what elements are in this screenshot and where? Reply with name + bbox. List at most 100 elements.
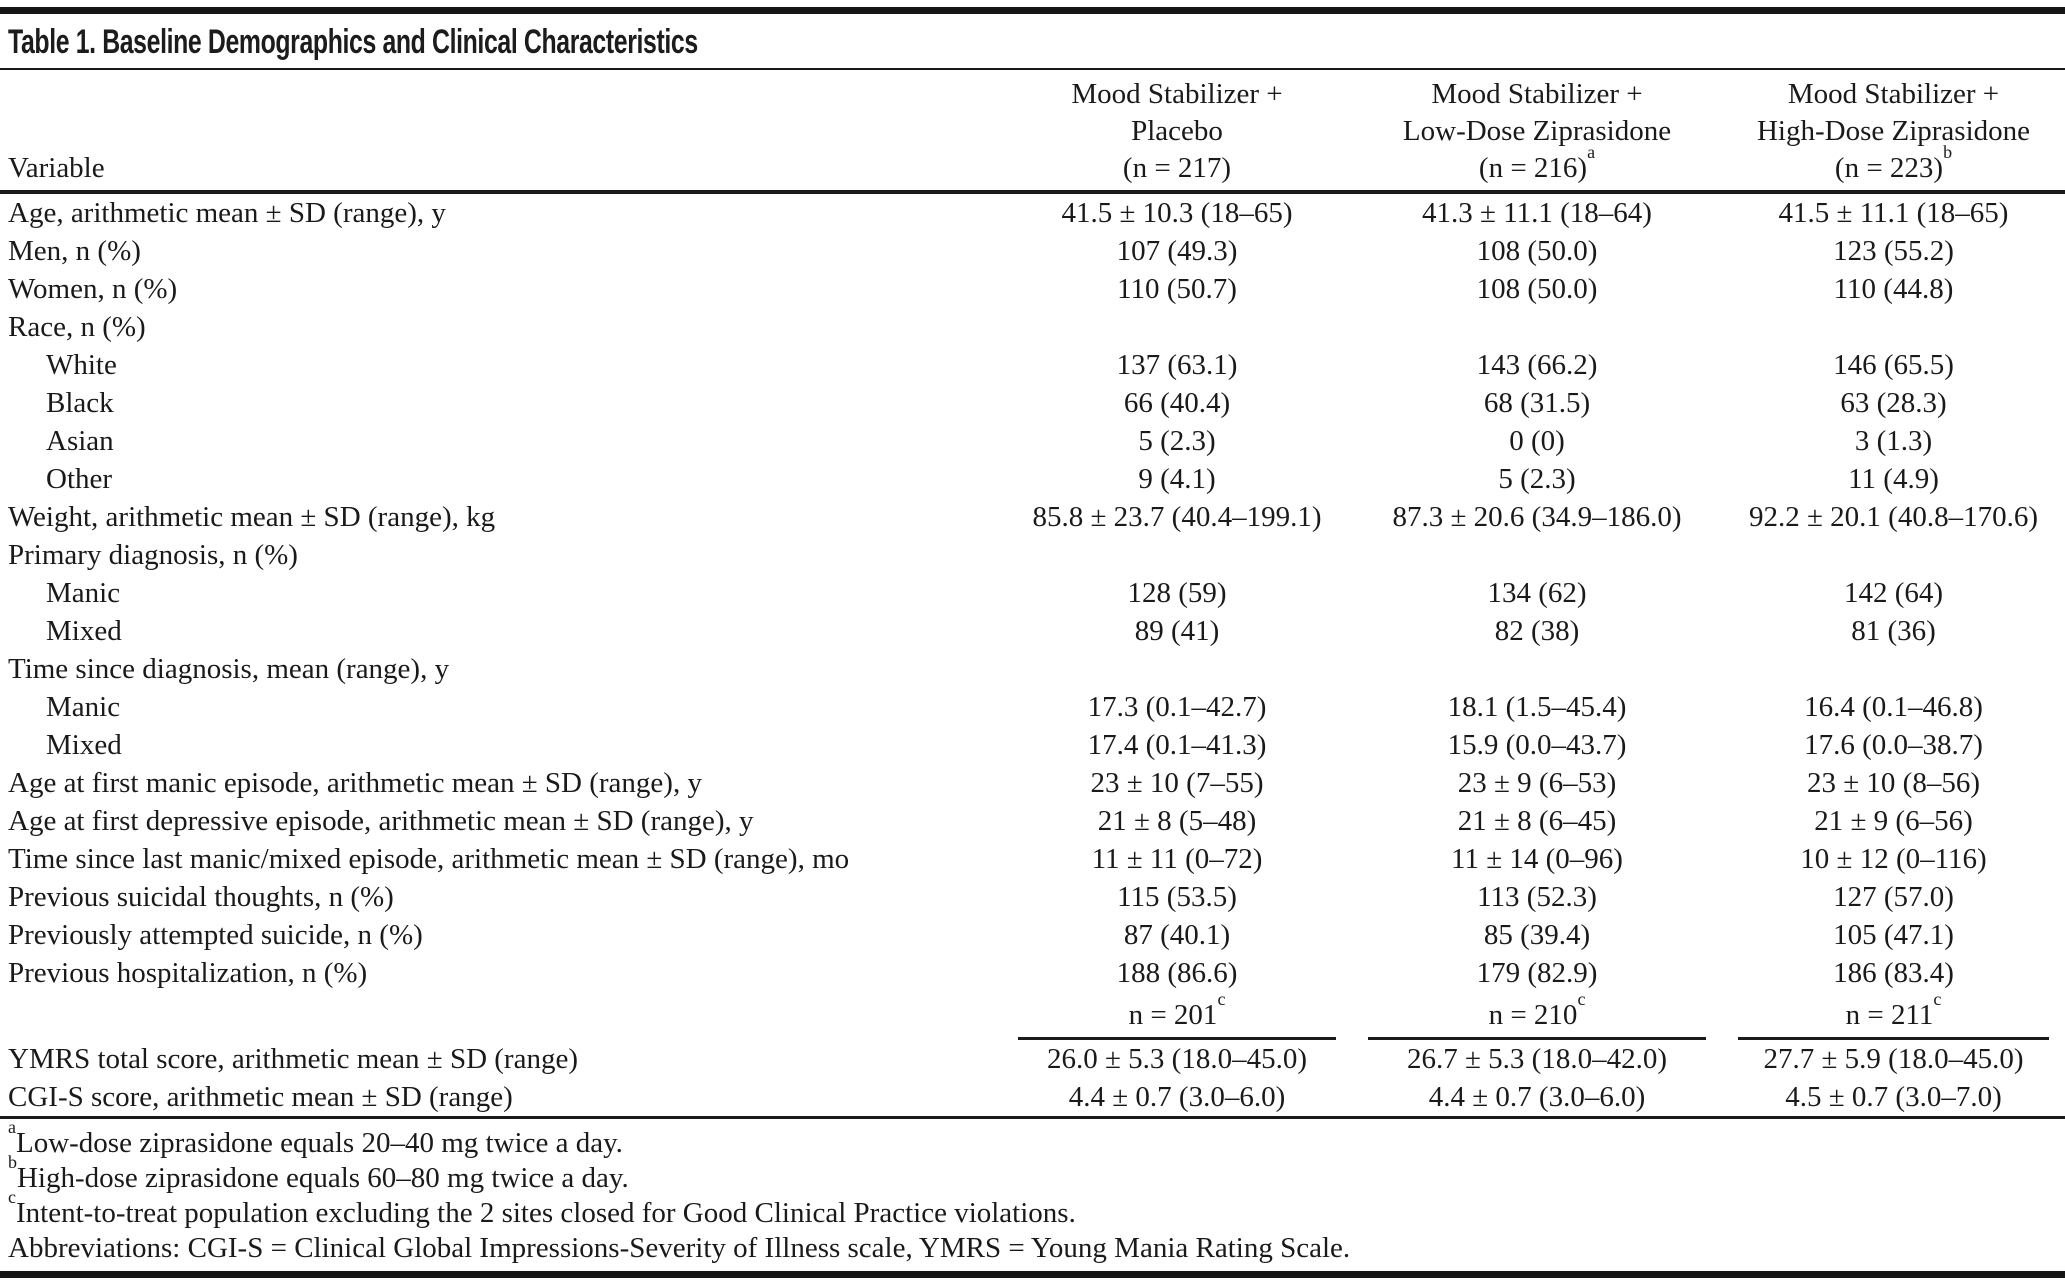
table-title: Table 1. Baseline Demographics and Clini… xyxy=(8,23,698,61)
row-value: 63 (28.3) xyxy=(1840,387,1947,419)
row-label: Time since diagnosis, mean (range), y xyxy=(8,653,450,685)
row-value xyxy=(1722,308,2065,346)
row-value: 110 (50.7) xyxy=(1117,273,1237,305)
footnote-marker: b xyxy=(1943,142,1953,163)
table-row: Previous hospitalization, n (%) 188 (86.6… xyxy=(0,954,2065,992)
row-value xyxy=(1002,536,1352,574)
row-value: 4.5 ± 0.7 (3.0–7.0) xyxy=(1785,1081,2002,1113)
table-row: Previous suicidal thoughts, n (%) 115 (53… xyxy=(0,878,2065,916)
row-value: 26.7 ± 5.3 (18.0–42.0) xyxy=(1407,1043,1667,1075)
row-label: Previous suicidal thoughts, n (%) xyxy=(8,881,394,913)
column-header-row: Variable Mood Stabilizer + Placebo (n = … xyxy=(0,70,2065,194)
table-summary: n = 201c n = 210c n = 211c YMRS total sc… xyxy=(0,989,2065,1118)
footnote-line: Abbreviations: CGI-S = Clinical Global I… xyxy=(8,1232,1351,1264)
row-value: 4.4 ± 0.7 (3.0–6.0) xyxy=(1068,1081,1286,1113)
row-label: Primary diagnosis, n (%) xyxy=(8,539,298,571)
table-row: Time since last manic/mixed episode, ari… xyxy=(0,840,2065,878)
row-value: 108 (50.0) xyxy=(1476,273,1598,305)
row-label: Mixed xyxy=(46,615,122,647)
row-label: Previous hospitalization, n (%) xyxy=(8,957,368,989)
row-value: 123 (55.2) xyxy=(1833,235,1954,267)
column-header-line2: Low-Dose Ziprasidone xyxy=(1402,115,1672,147)
row-label: Age at first depressive episode, arithme… xyxy=(8,805,754,837)
row-value: 188 (86.6) xyxy=(1116,957,1238,989)
table-row: YMRS total score, arithmetic mean ± SD (… xyxy=(0,1040,2065,1078)
row-value xyxy=(1722,650,2065,688)
subsample-n: n = 211c xyxy=(1738,990,2049,1040)
row-value xyxy=(1722,536,2065,574)
row-value: 186 (83.4) xyxy=(1833,957,1954,989)
row-value: 146 (65.5) xyxy=(1833,349,1954,381)
footnote-line: cIntent-to-treat population excluding th… xyxy=(8,1187,1076,1229)
row-value: n = 210c xyxy=(1352,989,1722,1040)
row-value: 107 (49.3) xyxy=(1116,235,1238,267)
table-row: Time since diagnosis, mean (range), y xyxy=(0,650,2065,688)
row-value: 41.5 ± 10.3 (18–65) xyxy=(1061,197,1293,229)
row-label: Manic xyxy=(46,691,121,723)
footnotes: aLow-dose ziprasidone equals 20–40 mg tw… xyxy=(0,1117,2065,1266)
row-value: 17.4 (0.1–41.3) xyxy=(1087,729,1267,761)
row-value: 21 ± 8 (6–45) xyxy=(1457,805,1617,837)
row-value: 92.2 ± 20.1 (40.8–170.6) xyxy=(1749,501,2038,533)
table-row: Manic 17.3 (0.1–42.7) 18.1 (1.5–45.4) 16.4 … xyxy=(0,688,2065,726)
row-value: 87 (40.1) xyxy=(1123,919,1231,951)
row-label: Manic xyxy=(46,577,121,609)
row-value: 18.1 (1.5–45.4) xyxy=(1447,691,1627,723)
row-value: 5 (2.3) xyxy=(1498,463,1576,495)
row-value: 23 ± 9 (6–53) xyxy=(1457,767,1617,799)
bottom-rule xyxy=(0,1271,2065,1278)
column-header-high-dose: Mood Stabilizer + High-Dose Ziprasidone … xyxy=(1722,70,2065,194)
row-value: 21 ± 9 (6–56) xyxy=(1814,805,1973,837)
column-header-line1: Mood Stabilizer + xyxy=(1431,78,1643,110)
row-value: 27.7 ± 5.9 (18.0–45.0) xyxy=(1763,1043,2024,1075)
row-label: Black xyxy=(46,387,114,419)
table-row: Women, n (%) 110 (50.7) 108 (50.0) 110 (44.… xyxy=(0,270,2065,308)
row-label: Mixed xyxy=(46,729,122,761)
table-row: White 137 (63.1) 143 (66.2) 146 (65.5) xyxy=(0,346,2065,384)
row-value: 21 ± 8 (5–48) xyxy=(1097,805,1257,837)
table-row: Weight, arithmetic mean ± SD (range), kg… xyxy=(0,498,2065,536)
paper-table-page: Table 1. Baseline Demographics and Clini… xyxy=(0,7,2065,1286)
row-value xyxy=(1352,650,1722,688)
table-body: Age, arithmetic mean ± SD (range), y 41.5… xyxy=(0,192,2065,992)
footnote-marker: a xyxy=(8,1117,16,1138)
table-row: Black 66 (40.4) 68 (31.5) 63 (28.3) xyxy=(0,384,2065,422)
row-value: 142 (64) xyxy=(1843,577,1944,609)
row-value: 26.0 ± 5.3 (18.0–45.0) xyxy=(1047,1043,1307,1075)
row-value: n = 201c xyxy=(1002,990,1352,1040)
table-row: Other 9 (4.1) 5 (2.3) 11 (4.9) xyxy=(0,460,2065,498)
row-label: Other xyxy=(46,463,113,495)
row-label: Age, arithmetic mean ± SD (range), y xyxy=(8,197,446,229)
row-value: 85.8 ± 23.7 (40.4–199.1) xyxy=(1032,501,1322,533)
column-header-low-dose: Mood Stabilizer + Low-Dose Ziprasidone (… xyxy=(1352,70,1722,194)
table-row: Race, n (%) xyxy=(0,308,2065,346)
top-rule xyxy=(0,7,2065,14)
footnote-line: bHigh-dose ziprasidone equals 60–80 mg t… xyxy=(8,1152,629,1194)
row-value: n = 211c xyxy=(1722,990,2065,1040)
row-value: 41.5 ± 11.1 (18–65) xyxy=(1778,197,2009,229)
row-value: 128 (59) xyxy=(1127,577,1227,609)
footnote-marker: c xyxy=(1577,989,1586,1010)
column-header-n: (n = 217) xyxy=(1122,152,1232,184)
column-header-line2: High-Dose Ziprasidone xyxy=(1756,115,2031,147)
footnote-marker: c xyxy=(1933,989,1942,1010)
row-label: Weight, arithmetic mean ± SD (range), kg xyxy=(8,501,496,533)
footnote-marker: b xyxy=(8,1152,17,1173)
table-row: CGI-S score, arithmetic mean ± SD (range… xyxy=(0,1078,2065,1118)
row-value: 105 (47.1) xyxy=(1833,919,1954,951)
row-value: 11 ± 11 (0–72) xyxy=(1091,843,1263,875)
row-value: 87.3 ± 20.6 (34.9–186.0) xyxy=(1392,501,1682,533)
row-value: 10 ± 12 (0–116) xyxy=(1800,843,1987,875)
table-row: Previously attempted suicide, n (%) 87 (4… xyxy=(0,916,2065,954)
variable-column-header: Variable xyxy=(0,70,1002,194)
table-row: Age at first depressive episode, arithme… xyxy=(0,802,2065,840)
row-value: 137 (63.1) xyxy=(1116,349,1238,381)
footnote-marker: c xyxy=(8,1187,16,1208)
row-value: 3 (1.3) xyxy=(1854,425,1933,457)
table-row: Age, arithmetic mean ± SD (range), y 41.5… xyxy=(0,192,2065,232)
subsample-n: n = 201c xyxy=(1018,990,1336,1040)
row-label: Men, n (%) xyxy=(8,235,141,267)
footnote-marker: a xyxy=(1587,142,1596,163)
row-label: Time since last manic/mixed episode, ari… xyxy=(8,843,850,875)
column-header-n: (n = 223)b xyxy=(1834,142,1953,184)
